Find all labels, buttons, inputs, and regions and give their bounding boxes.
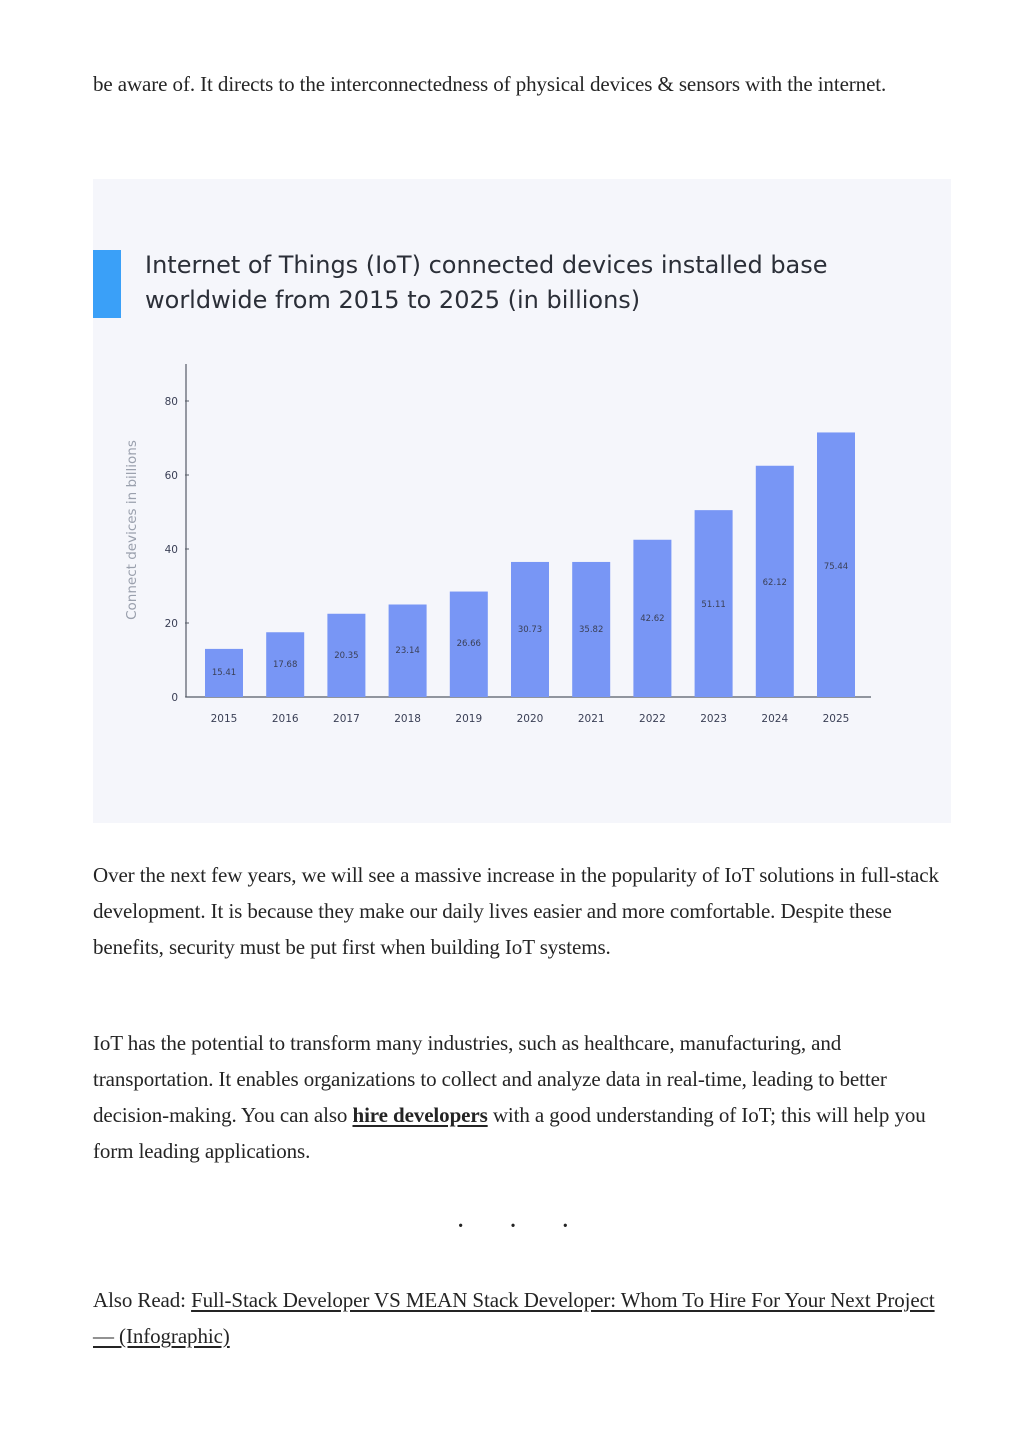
chart-bar-value-label: 26.66 [457, 639, 481, 649]
also-read-paragraph: Also Read: Full-Stack Developer VS MEAN … [93, 1282, 953, 1354]
iot-bar-chart: Internet of Things (IoT) connected devic… [93, 250, 871, 725]
intro-paragraph: be aware of. It directs to the interconn… [93, 72, 887, 96]
chart-bar-value-label: 75.44 [824, 562, 848, 572]
paragraph-text-before-link: IoT has the potential to transform many … [93, 1031, 887, 1127]
chart-bar-value-label: 17.68 [273, 660, 297, 670]
chart-bar [327, 613, 366, 697]
chart-bar [633, 539, 672, 697]
chart-x-tick-label: 2023 [700, 713, 727, 725]
chart-bar-value-label: 62.12 [763, 578, 787, 588]
chart-y-tick-label: 60 [165, 470, 178, 482]
chart-bar [266, 632, 305, 697]
also-read-prefix: Also Read: [93, 1288, 192, 1312]
also-read-article-link[interactable]: Full-Stack Developer VS MEAN Stack Devel… [93, 1288, 935, 1348]
chart-bar [388, 604, 427, 697]
chart-bar [205, 648, 243, 697]
chart-y-tick-label: 40 [165, 544, 178, 556]
hire-developers-link[interactable]: hire developers [352, 1103, 488, 1127]
chart-x-tick-label: 2019 [455, 713, 482, 725]
chart-x-tick-label: 2024 [761, 713, 788, 725]
chart-x-tick-label: 2025 [823, 713, 850, 725]
paragraph-iot-industries: IoT has the potential to transform many … [93, 1025, 953, 1169]
chart-x-tick-label: 2018 [394, 713, 421, 725]
chart-x-tick-label: 2015 [211, 713, 238, 725]
paragraph-iot-popularity: Over the next few years, we will see a m… [93, 863, 939, 959]
chart-bar [511, 561, 549, 697]
chart-x-tick-label: 2022 [639, 713, 666, 725]
chart-y-axis-label: Connect devices in billions [124, 440, 140, 620]
chart-bar-value-label: 20.35 [334, 651, 358, 661]
chart-y-tick-label: 20 [165, 618, 178, 630]
chart-y-tick-label: 80 [165, 396, 178, 408]
chart-x-tick-label: 2016 [272, 713, 299, 725]
chart-bar [449, 591, 488, 697]
chart-x-tick-label: 2017 [333, 713, 360, 725]
chart-bar-value-label: 42.62 [640, 614, 664, 624]
chart-plot-area: 0 20 40 60 80 15.41 2015 17.68 2016 20.35 2017 23.1… [165, 364, 871, 725]
section-separator: · · · [456, 1211, 588, 1242]
chart-bar-value-label: 23.14 [395, 646, 419, 656]
chart-x-tick-label: 2021 [578, 713, 605, 725]
chart-title-line-2: worldwide from 2015 to 2025 (in billions… [145, 286, 640, 314]
chart-x-tick-label: 2020 [517, 713, 544, 725]
chart-bar [572, 561, 611, 697]
paragraph-text-after-link: with a good understanding of IoT; this w… [93, 1103, 926, 1163]
chart-bar-value-label: 15.41 [212, 668, 236, 678]
chart-bar [694, 510, 733, 697]
chart-y-tick-label: 0 [171, 692, 178, 704]
chart-bar-value-label: 35.82 [579, 625, 603, 635]
chart-bar [755, 465, 794, 697]
chart-bar-value-label: 30.73 [518, 625, 542, 635]
chart-title-accent-bar [93, 250, 121, 318]
chart-title-line-1: Internet of Things (IoT) connected devic… [145, 251, 828, 279]
chart-bar [817, 432, 855, 697]
iot-chart-figure: Internet of Things (IoT) connected devic… [93, 179, 951, 823]
chart-bar-value-label: 51.11 [701, 600, 725, 610]
